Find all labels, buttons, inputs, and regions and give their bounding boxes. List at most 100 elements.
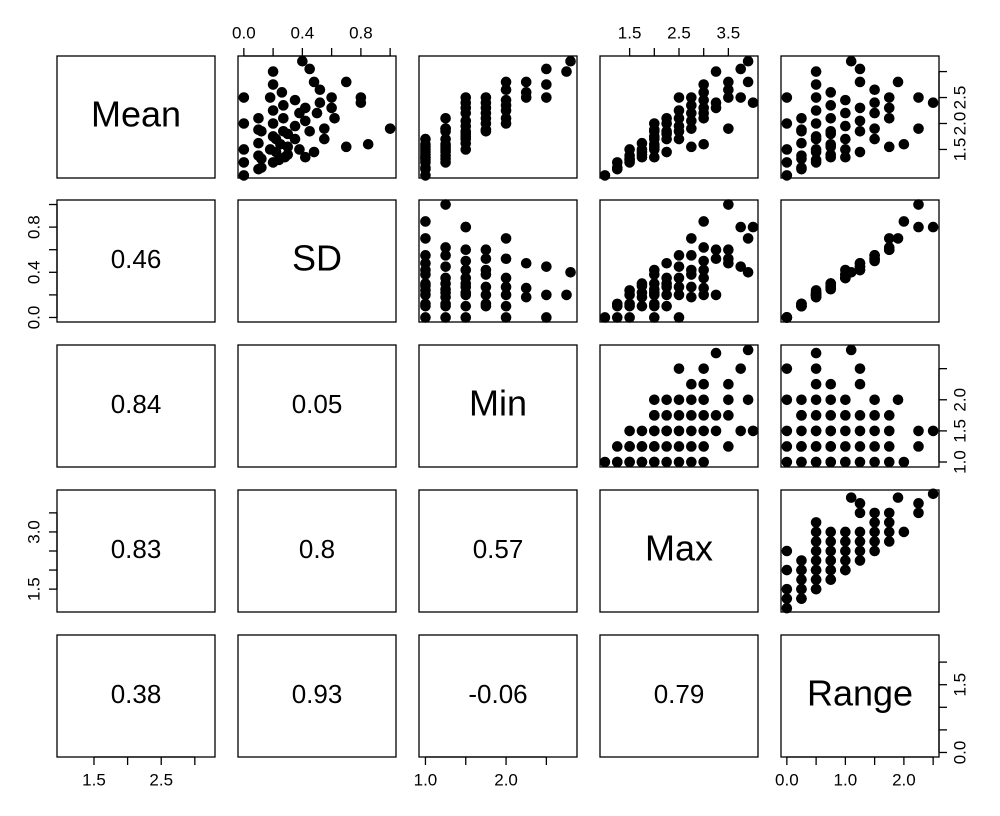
data-point <box>698 378 709 390</box>
data-point <box>742 266 754 278</box>
data-point <box>238 157 250 168</box>
data-point <box>883 536 895 547</box>
tick-label: 2.5 <box>950 86 969 110</box>
data-point <box>742 344 754 356</box>
data-point <box>673 456 685 468</box>
data-point <box>500 272 512 284</box>
data-point <box>319 123 330 134</box>
data-point <box>781 312 793 323</box>
data-point <box>256 162 267 173</box>
data-point <box>624 441 635 452</box>
data-point <box>460 255 472 267</box>
data-point <box>565 55 576 67</box>
data-point <box>698 363 709 374</box>
data-point <box>649 133 660 145</box>
data-point <box>710 97 722 109</box>
data-point <box>440 250 451 261</box>
data-point <box>854 536 866 547</box>
data-point <box>420 312 431 323</box>
data-point <box>883 141 895 153</box>
data-point <box>276 87 288 98</box>
data-point <box>781 602 793 614</box>
data-point <box>686 107 697 119</box>
data-point <box>781 144 793 155</box>
data-point <box>673 410 685 421</box>
data-point <box>840 394 851 406</box>
data-point <box>500 100 512 111</box>
tick-label: 0.0 <box>775 770 799 789</box>
data-point <box>927 488 939 500</box>
data-point <box>599 456 611 468</box>
data-point <box>636 456 648 468</box>
data-point <box>854 63 866 75</box>
data-point <box>698 456 709 468</box>
data-point <box>825 100 837 111</box>
data-point <box>500 253 512 265</box>
data-point <box>781 170 793 181</box>
data-point <box>840 545 851 557</box>
data-point <box>686 456 697 468</box>
data-point <box>735 363 747 374</box>
data-point <box>825 574 837 585</box>
data-point <box>892 233 904 244</box>
data-point <box>854 115 866 127</box>
data-point <box>440 153 451 165</box>
data-point <box>825 441 837 452</box>
data-point <box>480 107 492 119</box>
data-point <box>520 282 532 294</box>
data-point <box>308 146 320 158</box>
data-point <box>810 394 822 406</box>
data-point <box>267 66 279 77</box>
data-point <box>686 291 697 303</box>
panel-frame <box>237 199 397 323</box>
data-point <box>440 141 451 153</box>
data-point <box>723 441 734 452</box>
data-point <box>294 144 305 155</box>
data-point <box>500 76 512 88</box>
data-point <box>661 441 672 452</box>
data-point <box>289 133 301 145</box>
data-point <box>898 526 910 538</box>
data-point <box>270 146 282 158</box>
data-point <box>686 115 697 127</box>
data-point <box>624 298 635 310</box>
data-point <box>869 545 880 557</box>
data-point <box>384 123 396 134</box>
data-point <box>520 291 532 303</box>
data-point <box>314 97 326 109</box>
data-point <box>825 281 837 293</box>
data-point <box>661 257 672 269</box>
correlation-value: 0.83 <box>111 534 162 564</box>
tick-label: 1.5 <box>950 138 969 162</box>
data-point <box>686 378 697 390</box>
panel-frame <box>780 489 940 613</box>
data-point <box>649 298 660 310</box>
data-point <box>840 564 851 576</box>
data-point <box>686 141 697 153</box>
data-point <box>686 394 697 406</box>
data-point <box>913 498 924 509</box>
data-point <box>256 125 267 137</box>
data-point <box>420 162 431 173</box>
data-point <box>289 120 301 132</box>
data-point <box>710 66 722 77</box>
data-point <box>673 363 685 374</box>
data-point <box>253 112 264 124</box>
data-point <box>883 517 895 528</box>
data-point <box>892 492 904 503</box>
data-point <box>869 253 880 265</box>
data-point <box>869 517 880 528</box>
panel-frame <box>599 199 759 323</box>
data-point <box>781 545 793 557</box>
data-point <box>686 92 697 103</box>
data-point <box>710 289 722 301</box>
data-point <box>661 289 672 301</box>
data-point <box>520 76 532 88</box>
data-point <box>840 120 851 132</box>
panel-frame <box>237 634 397 758</box>
data-point <box>810 555 822 566</box>
data-point <box>810 583 822 595</box>
data-point <box>561 289 572 301</box>
data-point <box>747 425 759 437</box>
